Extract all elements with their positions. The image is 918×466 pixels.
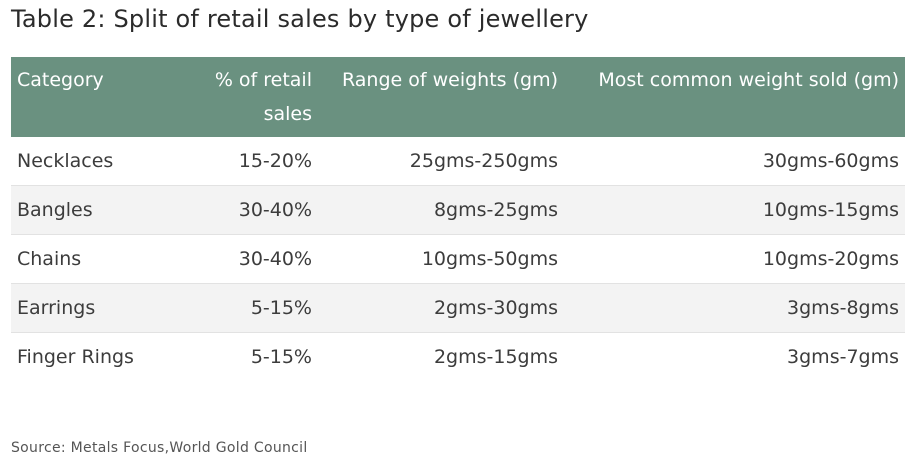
cell-percent: 15-20%	[238, 150, 312, 172]
cell-category: Necklaces	[17, 150, 114, 172]
table-header-row: Category % of retail sales Range of weig…	[11, 57, 905, 137]
cell-percent: 5-15%	[250, 297, 312, 319]
cell-range: 10gms-50gms	[421, 248, 558, 270]
table-row: Earrings 5-15% 2gms-30gms 3gms-8gms	[11, 283, 905, 333]
cell-percent: 30-40%	[238, 199, 312, 221]
cell-category: Finger Rings	[17, 346, 134, 368]
table-row: Chains 30-40% 10gms-50gms 10gms-20gms	[11, 235, 905, 284]
cell-common-weight: 10gms-20gms	[762, 248, 899, 270]
header-percent-retail-sales: % of retail sales	[214, 69, 312, 125]
header-most-common-weight: Most common weight sold (gm)	[598, 69, 899, 91]
cell-range: 2gms-30gms	[433, 297, 558, 319]
cell-percent: 30-40%	[238, 248, 312, 270]
table-row: Bangles 30-40% 8gms-25gms 10gms-15gms	[11, 185, 905, 235]
cell-category: Earrings	[17, 297, 96, 319]
header-category: Category	[17, 69, 104, 91]
cell-range: 25gms-250gms	[409, 150, 558, 172]
cell-common-weight: 3gms-7gms	[787, 346, 899, 368]
cell-common-weight: 3gms-8gms	[787, 297, 899, 319]
cell-percent: 5-15%	[250, 346, 312, 368]
cell-common-weight: 10gms-15gms	[762, 199, 899, 221]
cell-range: 2gms-15gms	[433, 346, 558, 368]
source-note: Source: Metals Focus,World Gold Council	[11, 440, 308, 456]
retail-sales-table: Category % of retail sales Range of weig…	[11, 57, 905, 381]
table-row: Finger Rings 5-15% 2gms-15gms 3gms-7gms	[11, 333, 905, 382]
cell-category: Chains	[17, 248, 82, 270]
cell-common-weight: 30gms-60gms	[762, 150, 899, 172]
table-row: Necklaces 15-20% 25gms-250gms 30gms-60gm…	[11, 137, 905, 186]
table-title: Table 2: Split of retail sales by type o…	[11, 5, 589, 33]
header-range-of-weights: Range of weights (gm)	[341, 69, 558, 91]
cell-range: 8gms-25gms	[433, 199, 558, 221]
cell-category: Bangles	[17, 199, 93, 221]
